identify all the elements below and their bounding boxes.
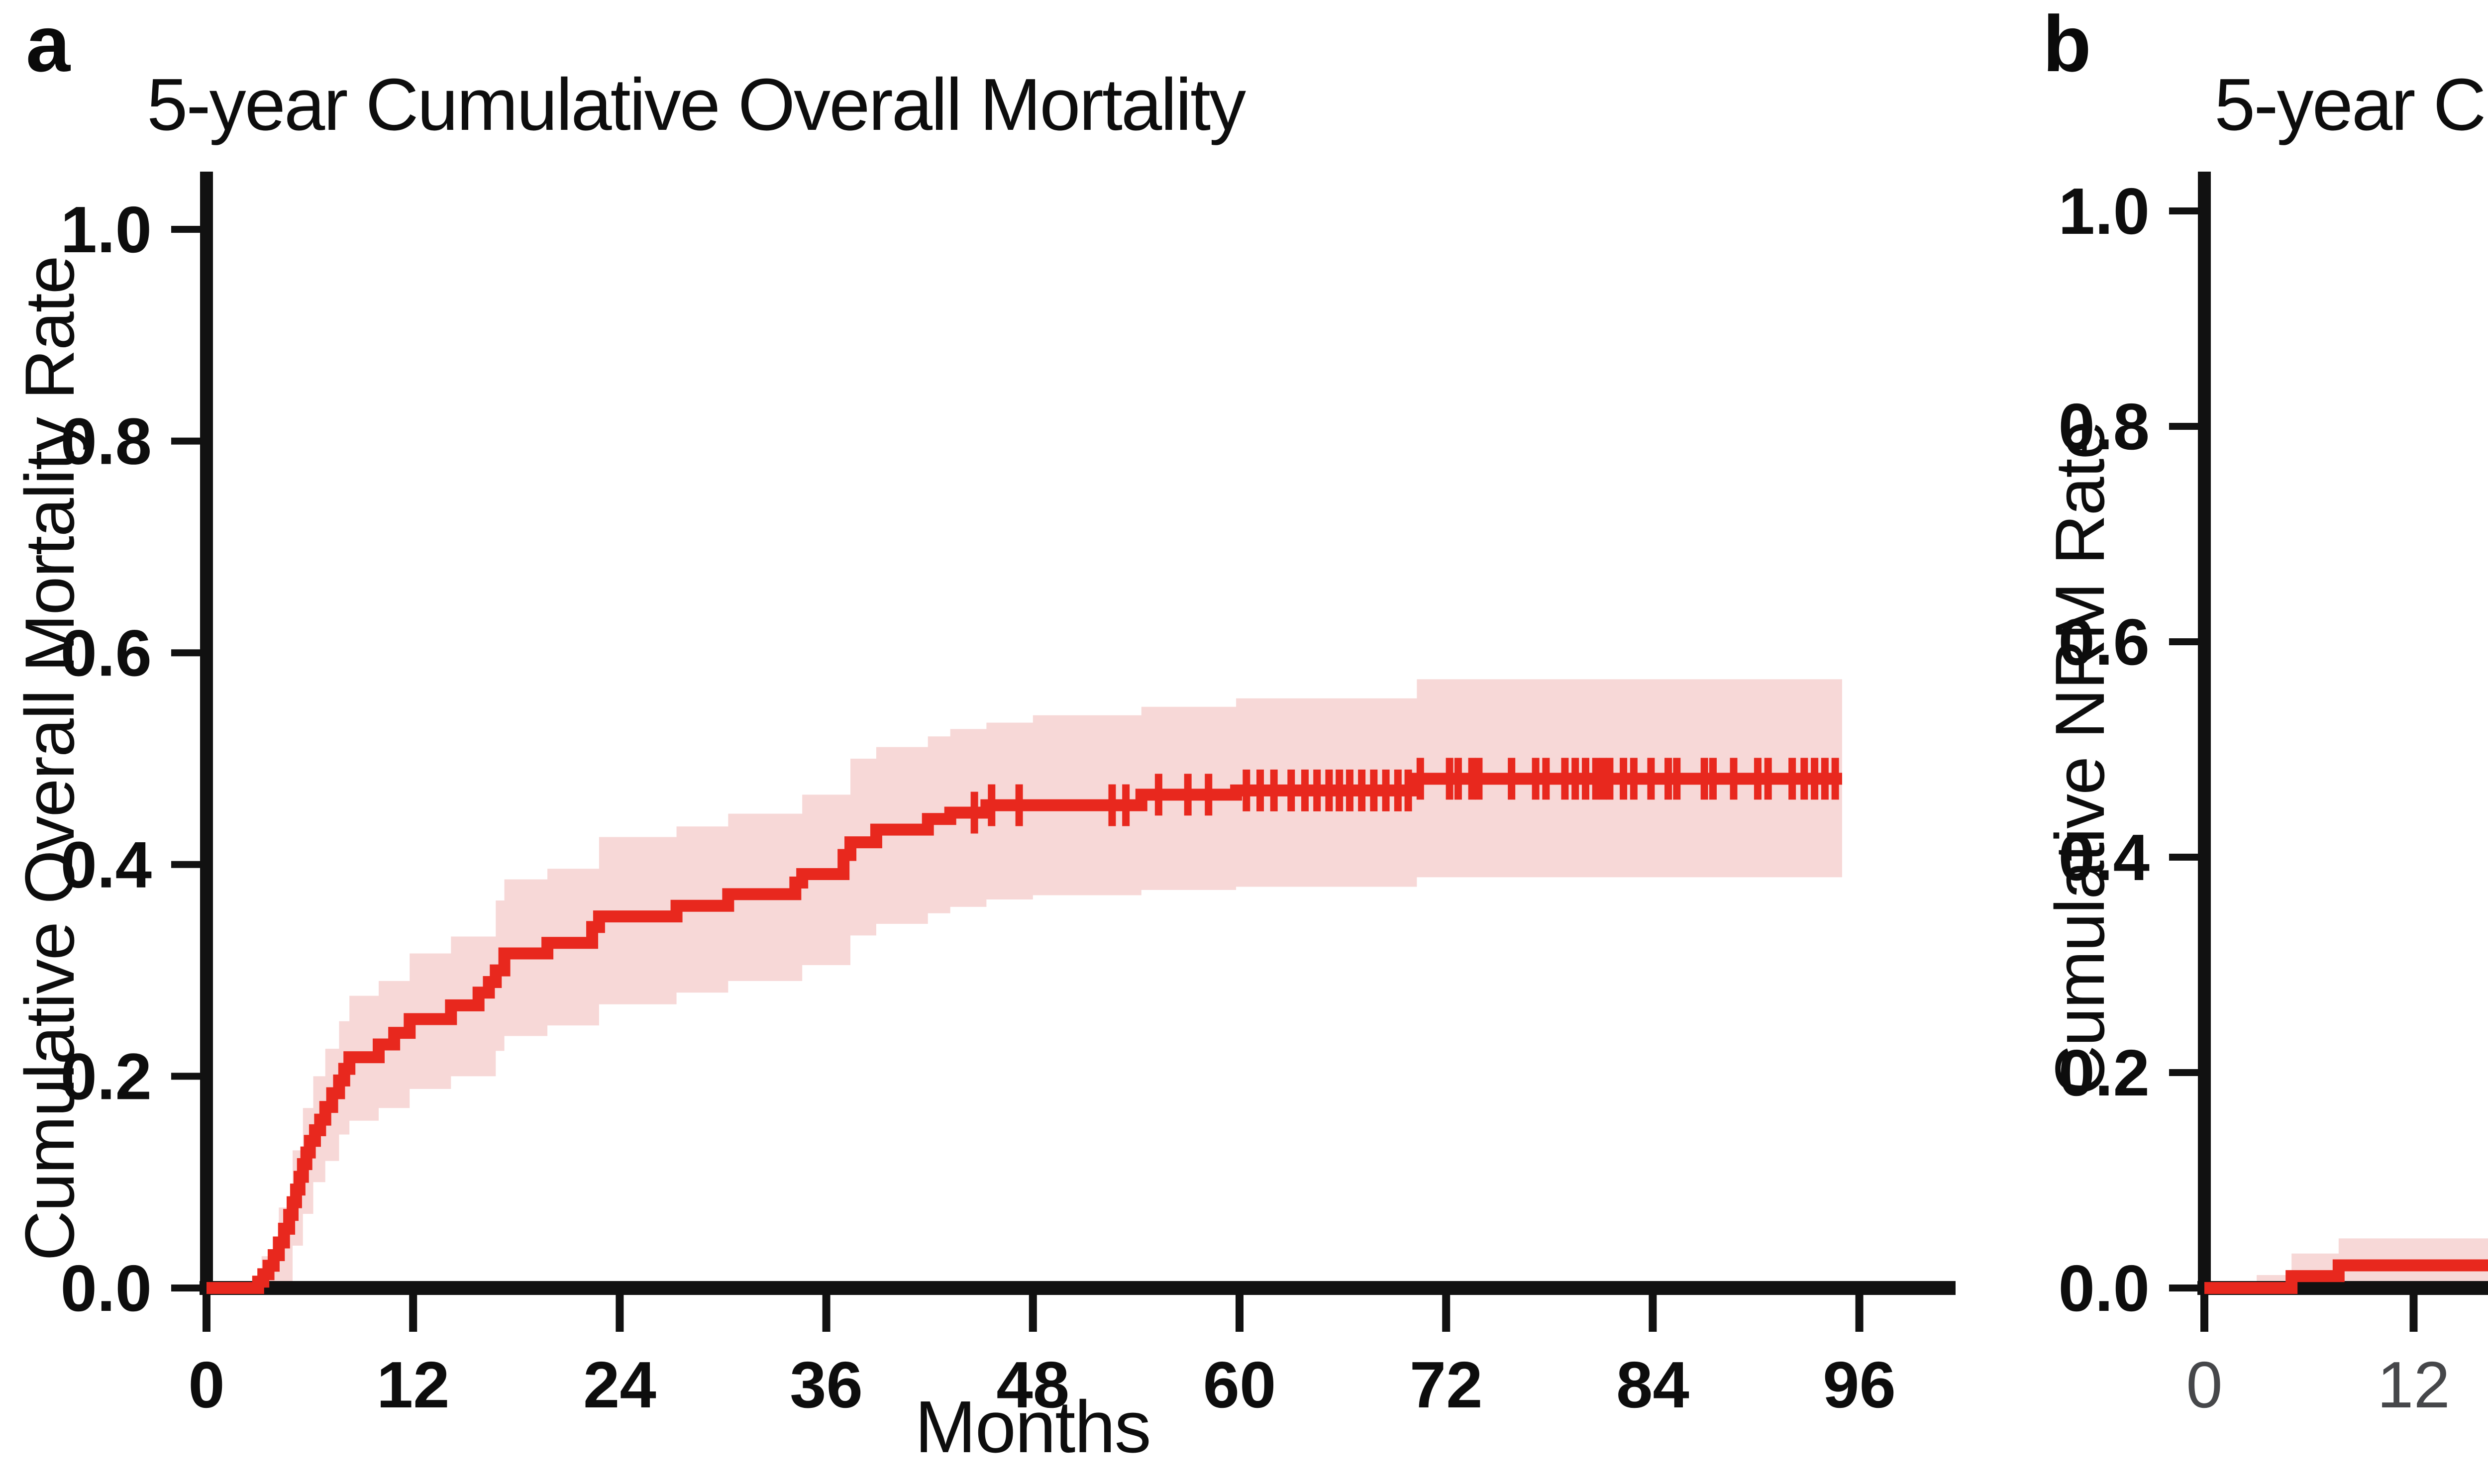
panel-b-title: 5-year Cumulative NRM Rate xyxy=(2214,63,2488,146)
y-axis-tick-label: 0.0 xyxy=(61,1252,152,1325)
x-axis-tick-label: 72 xyxy=(1410,1348,1483,1421)
y-axis-tick-label: 0.6 xyxy=(61,616,152,690)
x-axis-tick-label: 84 xyxy=(1616,1348,1689,1421)
x-axis-tick-label: 96 xyxy=(1823,1348,1896,1421)
y-axis-tick-label: 0.6 xyxy=(2059,605,2150,679)
y-axis-tick-label: 1.0 xyxy=(61,193,152,266)
x-axis-tick-label: 12 xyxy=(377,1348,450,1421)
x-axis-tick-label: 48 xyxy=(996,1348,1069,1421)
y-axis-tick-label: 0.2 xyxy=(61,1040,152,1113)
cumulative-incidence-curve xyxy=(207,773,1842,1294)
panel-a-plot-area: 0 12 24 36 48 60 72 84 96 0.0 0.2 0.4 0.6 0.8 1.0 xyxy=(61,172,1956,1421)
x-axis-tick-label: 60 xyxy=(1203,1348,1276,1421)
x-axis-tick-label: 12 xyxy=(2377,1348,2450,1421)
cumulative-incidence-curve xyxy=(2204,1259,2488,1294)
y-axis-tick-label: 0.4 xyxy=(61,828,152,901)
panel-nrm-rate: b 5-year Cumulative NRM Rate Cumulative … xyxy=(1966,0,2488,1484)
x-axis-tick-label: 24 xyxy=(583,1348,656,1421)
x-axis-tick-label: 36 xyxy=(790,1348,863,1421)
panel-overall-mortality: a 5-year Cumulative Overall Mortality Cu… xyxy=(10,0,1956,1468)
panel-a-x-axis-label: Months xyxy=(915,1386,1151,1468)
panel-letter-a: a xyxy=(26,0,70,88)
y-axis-tick-label: 0.2 xyxy=(2059,1036,2150,1109)
panel-letter-b: b xyxy=(2043,0,2091,88)
y-axis-tick-label: 1.0 xyxy=(2059,175,2150,248)
x-axis-tick-label: 0 xyxy=(188,1348,224,1421)
confidence-band xyxy=(261,679,1842,1288)
y-axis-tick-label: 0.0 xyxy=(2059,1252,2150,1325)
y-axis-tick-label: 0.8 xyxy=(61,405,152,478)
y-axis-tick-label: 0.4 xyxy=(2059,821,2150,894)
y-axis-tick-label: 0.8 xyxy=(2059,390,2150,463)
x-axis-tick-label: 0 xyxy=(2186,1348,2222,1421)
panel-a-title: 5-year Cumulative Overall Mortality xyxy=(147,63,1246,146)
